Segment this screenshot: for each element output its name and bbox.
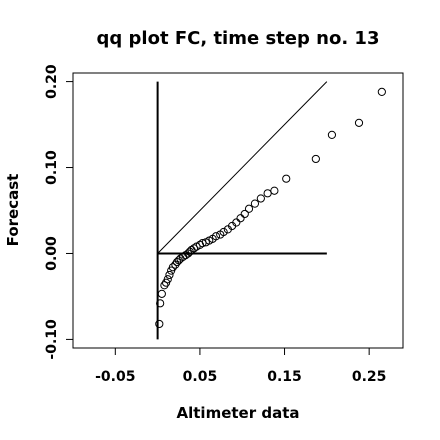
- data-point: [232, 218, 241, 227]
- data-point: [211, 232, 221, 241]
- data-point: [311, 154, 320, 164]
- data-point: [219, 227, 228, 237]
- x-axis-label: Altimeter data: [177, 404, 300, 422]
- data-point: [160, 281, 169, 290]
- data-point: [250, 199, 260, 208]
- x-tick-label: 0.15: [267, 369, 302, 385]
- data-point: [327, 130, 337, 139]
- chart-title: qq plot FC, time step no. 13: [97, 28, 380, 49]
- data-point: [256, 194, 265, 203]
- x-tick-label: -0.05: [95, 369, 135, 385]
- y-tick-label: -0.10: [44, 319, 60, 360]
- reference-line-diagonal: [157, 81, 328, 254]
- y-tick-label: 0.00: [44, 236, 60, 271]
- x-axis: -0.05 0.05 0.15 0.25: [95, 347, 387, 385]
- x-tick-label: 0.25: [352, 369, 387, 385]
- data-point: [163, 275, 172, 284]
- y-axis-label: Forecast: [4, 174, 22, 247]
- data-point: [236, 214, 245, 223]
- data-point: [270, 186, 279, 195]
- data-point: [156, 299, 165, 308]
- y-tick-label: 0.20: [44, 64, 60, 99]
- data-point: [189, 244, 199, 253]
- data-point: [263, 189, 272, 198]
- x-tick-label: 0.05: [183, 369, 218, 385]
- data-point: [240, 209, 249, 219]
- data-point: [168, 263, 177, 272]
- data-point: [244, 204, 254, 213]
- data-point: [157, 289, 166, 298]
- data-point: [155, 319, 164, 329]
- plot-frame: [72, 72, 404, 349]
- data-points: [155, 87, 386, 329]
- y-tick-label: 0.10: [44, 150, 60, 185]
- y-axis: -0.10 0.00 0.10 0.20: [44, 64, 74, 360]
- data-point: [377, 87, 386, 97]
- data-point: [165, 270, 174, 280]
- data-point: [354, 118, 364, 127]
- reference-lines: [156, 81, 328, 340]
- data-point: [282, 174, 291, 183]
